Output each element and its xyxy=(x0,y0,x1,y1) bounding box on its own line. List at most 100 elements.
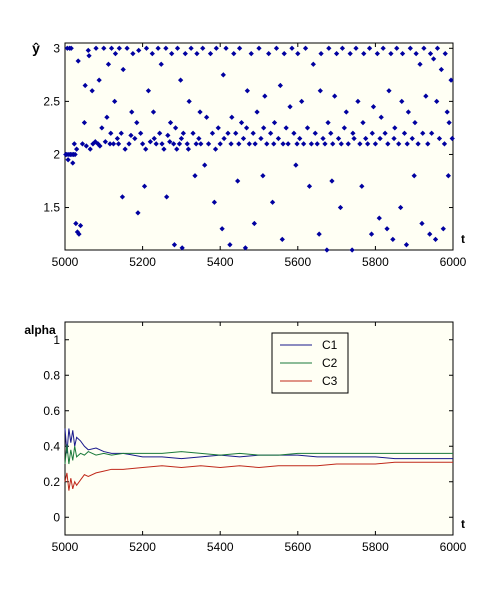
data-point xyxy=(139,141,146,147)
data-point xyxy=(71,141,77,147)
x-tick-label: 5000 xyxy=(52,255,79,269)
data-point xyxy=(419,220,425,227)
data-point xyxy=(369,130,375,136)
chart-1 xyxy=(63,42,455,253)
data-point xyxy=(229,114,235,120)
data-point xyxy=(312,130,318,136)
data-point xyxy=(141,183,148,189)
data-point xyxy=(132,135,138,142)
data-point xyxy=(318,50,324,57)
x-tick-label: 6000 xyxy=(440,255,467,269)
data-point xyxy=(388,50,394,57)
data-point xyxy=(244,88,250,94)
data-point xyxy=(243,125,250,131)
data-point xyxy=(171,242,178,248)
x-tick-label: 5800 xyxy=(362,255,389,269)
data-point xyxy=(93,45,99,51)
data-point xyxy=(124,45,130,51)
data-point xyxy=(384,226,390,232)
data-point xyxy=(143,45,150,51)
data-point xyxy=(314,141,320,147)
y-tick-label: 0.2 xyxy=(43,475,60,489)
data-point xyxy=(300,141,307,147)
data-point xyxy=(112,50,119,57)
data-point xyxy=(349,247,355,253)
y-tick-label: 0.6 xyxy=(43,404,60,418)
data-point xyxy=(317,88,323,94)
data-point xyxy=(186,98,192,105)
data-point xyxy=(404,141,410,147)
data-point xyxy=(149,50,155,57)
data-point xyxy=(165,132,171,138)
data-point xyxy=(377,135,383,142)
data-point xyxy=(246,141,252,147)
data-point xyxy=(260,173,266,179)
data-point xyxy=(73,220,79,227)
data-point xyxy=(405,109,412,115)
data-point xyxy=(83,143,89,149)
data-point xyxy=(294,141,300,147)
data-point xyxy=(86,53,92,59)
data-point xyxy=(82,82,88,89)
data-point xyxy=(65,157,71,163)
data-point xyxy=(345,141,351,147)
data-point xyxy=(394,45,400,51)
data-point xyxy=(108,45,115,51)
data-point xyxy=(330,141,336,147)
data-point xyxy=(200,45,206,51)
data-point xyxy=(353,45,359,51)
data-point xyxy=(262,93,268,99)
data-point xyxy=(220,72,226,78)
data-point xyxy=(217,141,223,147)
data-point xyxy=(328,130,334,136)
data-point xyxy=(157,130,163,136)
data-point xyxy=(380,45,386,51)
data-point xyxy=(320,135,326,142)
data-point xyxy=(129,109,135,115)
y-tick-label: 2 xyxy=(53,147,60,161)
data-point xyxy=(108,130,114,136)
data-point xyxy=(390,236,396,243)
data-point xyxy=(119,194,126,200)
data-point xyxy=(193,141,199,147)
data-point xyxy=(420,130,426,136)
data-point xyxy=(107,141,113,147)
data-point xyxy=(192,173,198,179)
data-point xyxy=(361,50,367,57)
data-point xyxy=(85,47,91,54)
legend-label-c2: C2 xyxy=(322,356,338,370)
data-point xyxy=(105,61,112,67)
data-point xyxy=(297,135,303,142)
data-point xyxy=(136,47,142,54)
data-point xyxy=(283,125,289,131)
data-point xyxy=(213,45,219,51)
data-point xyxy=(126,141,132,147)
data-point xyxy=(231,50,237,57)
data-point xyxy=(236,141,242,147)
data-point xyxy=(396,141,402,147)
data-point xyxy=(219,226,225,232)
x-tick-label: 5400 xyxy=(207,540,234,554)
data-point xyxy=(96,77,102,83)
data-point xyxy=(104,114,110,120)
data-point xyxy=(310,61,316,67)
data-point xyxy=(271,141,277,147)
data-point xyxy=(432,236,439,243)
data-point xyxy=(120,66,126,73)
data-point xyxy=(302,45,309,51)
data-point xyxy=(438,66,444,73)
data-point xyxy=(101,45,107,51)
x-axis-label: t xyxy=(461,232,465,246)
data-point xyxy=(445,173,451,179)
data-point xyxy=(235,178,241,184)
data-point xyxy=(295,50,301,57)
data-point xyxy=(329,178,335,184)
data-point xyxy=(343,109,349,115)
series-line-c3 xyxy=(64,461,453,491)
data-point xyxy=(316,231,322,237)
data-point xyxy=(448,77,454,83)
x-tick-label: 5600 xyxy=(284,540,311,554)
data-point xyxy=(167,139,173,145)
data-point xyxy=(351,135,357,142)
x-tick-label: 5400 xyxy=(207,255,234,269)
